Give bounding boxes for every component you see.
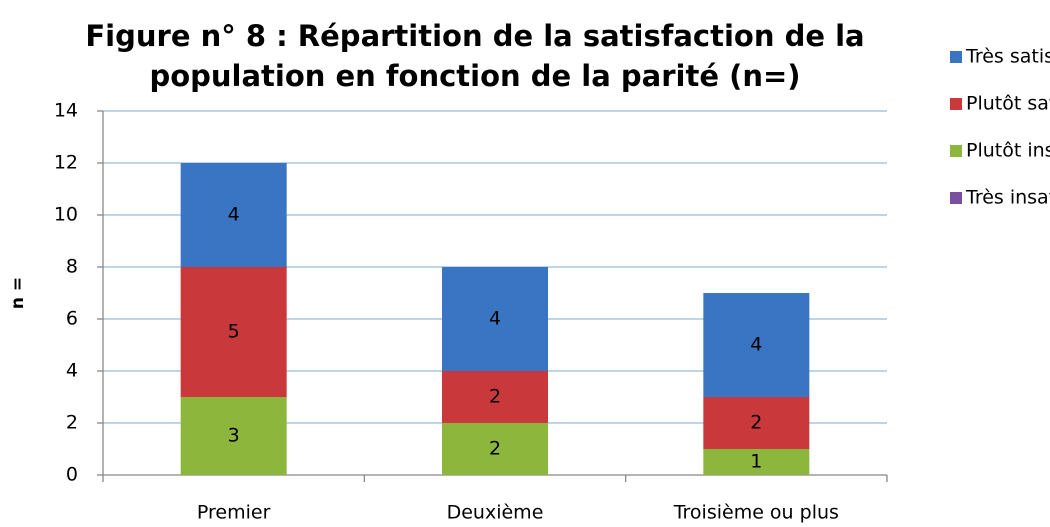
data-label: 2 — [489, 386, 501, 408]
legend-swatch — [950, 98, 962, 110]
chart-title: Figure n° 8 : Répartition de la satisfac… — [85, 19, 864, 53]
data-label: 3 — [228, 425, 240, 447]
bar-segment — [442, 371, 548, 423]
legend-swatch — [950, 192, 962, 204]
y-axis-label: n = — [8, 277, 28, 309]
bar-segment — [703, 293, 810, 397]
x-tick-label: Premier — [197, 502, 271, 524]
legend-label: Très insatisfaite — [965, 187, 1050, 209]
legend-label: Très satisfaite — [965, 46, 1050, 68]
y-tick-label: 8 — [66, 256, 78, 278]
data-label: 5 — [228, 321, 240, 343]
legend-label: Plutôt insatisfaite — [966, 140, 1050, 162]
bar-segment — [703, 449, 810, 475]
bar-segment — [180, 397, 287, 475]
data-label: 2 — [489, 438, 501, 460]
y-tick-label: 4 — [66, 360, 78, 382]
bar-segment — [180, 267, 287, 397]
y-tick-label: 12 — [54, 152, 78, 174]
legend-swatch — [950, 51, 962, 63]
bar-segment — [180, 163, 287, 267]
y-tick-label: 0 — [66, 464, 78, 486]
data-label: 4 — [228, 204, 240, 226]
data-label: 2 — [750, 412, 762, 434]
x-tick-label: Deuxième — [447, 502, 544, 524]
data-label: 4 — [489, 308, 501, 330]
bar-segment — [442, 267, 548, 371]
legend-swatch — [950, 145, 962, 157]
legend-label: Plutôt satisfaite — [966, 93, 1050, 115]
y-tick-label: 14 — [54, 100, 78, 122]
y-tick-label: 6 — [66, 308, 78, 330]
data-label: 4 — [750, 334, 762, 356]
chart-title: population en fonction de la parité (n=) — [149, 59, 800, 93]
x-tick-label: Troisième ou plus — [673, 502, 839, 524]
y-tick-label: 2 — [66, 412, 78, 434]
bar-segment — [442, 423, 548, 475]
y-tick-label: 10 — [54, 204, 78, 226]
bar-segment — [703, 397, 810, 449]
data-label: 1 — [750, 451, 762, 473]
